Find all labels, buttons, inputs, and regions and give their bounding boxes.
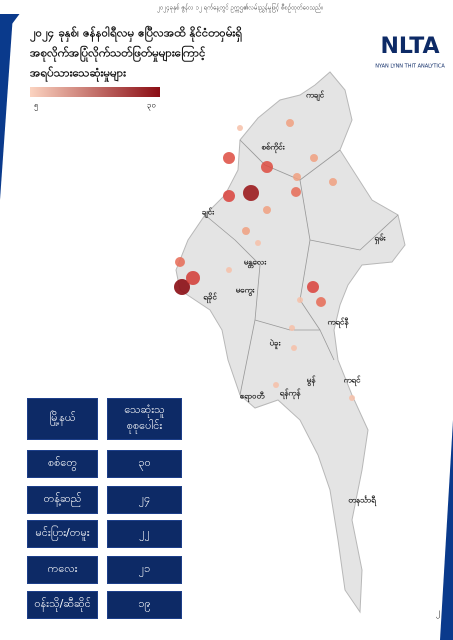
table-township: ကလေး xyxy=(27,556,98,584)
region-label: ကရင်နီ xyxy=(328,317,350,330)
bubble xyxy=(223,190,235,202)
region-label: ဧရာဝတီ xyxy=(240,391,265,404)
table-value: ၂၄ xyxy=(107,486,182,514)
region-label: မကွေး xyxy=(236,286,256,297)
bubbles xyxy=(174,119,355,401)
table-value: ၂၁ xyxy=(107,556,182,584)
region-labels: ကချင်စစ်ကိုင်းချင်းရှမ်းမန္တလေးမကွေးရခို… xyxy=(201,90,387,508)
bubble xyxy=(316,297,326,307)
region-label: မွန် xyxy=(307,375,317,388)
table-value: ၃၀ xyxy=(107,450,182,478)
region-border xyxy=(204,214,261,396)
bubble xyxy=(243,185,259,201)
region-label: ပဲခူး xyxy=(269,338,281,351)
bubble xyxy=(263,206,271,214)
bubble xyxy=(329,178,337,186)
header-strip xyxy=(0,0,453,14)
region-border xyxy=(239,139,341,181)
bubble xyxy=(237,125,243,131)
table-township: တန့်ဆည် xyxy=(27,486,98,514)
table-township: ဝန်းသို/ဆီဆိုင် xyxy=(27,591,98,619)
bubble xyxy=(175,257,185,267)
bubble xyxy=(273,382,279,388)
table-value: ၂၂ xyxy=(107,520,182,548)
table-header: မြို့နယ် xyxy=(27,398,98,440)
page-number: ၂ xyxy=(436,608,440,619)
bubble xyxy=(186,271,200,285)
map-shape xyxy=(175,71,406,614)
region-border xyxy=(299,179,321,331)
region-label: စစ်ကိုင်း xyxy=(261,142,285,155)
title-line: အစုလိုက်အပြုံလိုက်သတ်ဖြတ်မှုများကြောင့် xyxy=(30,45,206,63)
corner xyxy=(440,420,453,640)
bubble xyxy=(174,279,190,295)
bubble xyxy=(255,240,261,246)
bubble xyxy=(289,325,295,331)
bubble xyxy=(293,173,301,181)
region-label: ချင်း xyxy=(201,207,215,220)
region-border xyxy=(309,214,399,251)
legend-max: ၃၀ xyxy=(147,101,156,112)
region-label: ရန်ကုန် xyxy=(280,388,302,401)
region-label: ရှမ်း xyxy=(374,233,386,246)
title-line: အရပ်သားသေဆုံးမှုများ xyxy=(30,66,127,83)
legend-min: ၅ xyxy=(34,101,39,112)
title-line: ၂၀၂၄ ခုနှစ်၊ ဇန်နဝါရီလမှ ဧပြီလအထိ နိုင်င… xyxy=(29,26,242,43)
header-note: ၂၀၂၄ခုနှစ် ဇွန်လ ၁၂ ရက်နေ့တွင် ဥက္ကဌ၏လမ်… xyxy=(157,3,323,13)
bubble xyxy=(291,187,301,197)
bubble xyxy=(310,154,318,162)
bubble xyxy=(307,281,319,293)
bubble xyxy=(297,297,303,303)
table-header: သေဆုံးသူ စုစုပေါင်း xyxy=(107,398,182,440)
legend-gradient xyxy=(30,87,160,97)
logo-mark: NLTA xyxy=(380,34,439,59)
bubble xyxy=(223,152,235,164)
region-label: တနင်္သာရီ xyxy=(348,495,376,508)
bubble xyxy=(261,161,273,173)
table-township: စစ်တွေ xyxy=(27,450,98,478)
bubble xyxy=(349,395,355,401)
corner xyxy=(0,0,14,200)
region-label: ကရင် xyxy=(344,375,362,388)
bubble xyxy=(291,345,297,351)
region-label: ရခိုင် xyxy=(203,292,217,305)
bubble xyxy=(242,227,250,235)
region-label: ကချင် xyxy=(306,90,325,103)
table-township: မင်းပြား/တမူး xyxy=(27,520,98,548)
bubble xyxy=(286,119,294,127)
region-border xyxy=(254,319,335,361)
table-value: ၁၉ xyxy=(107,591,182,619)
bubble xyxy=(226,267,232,273)
logo-name: NYAN LYNN THIT ANALYTICA xyxy=(375,64,445,70)
